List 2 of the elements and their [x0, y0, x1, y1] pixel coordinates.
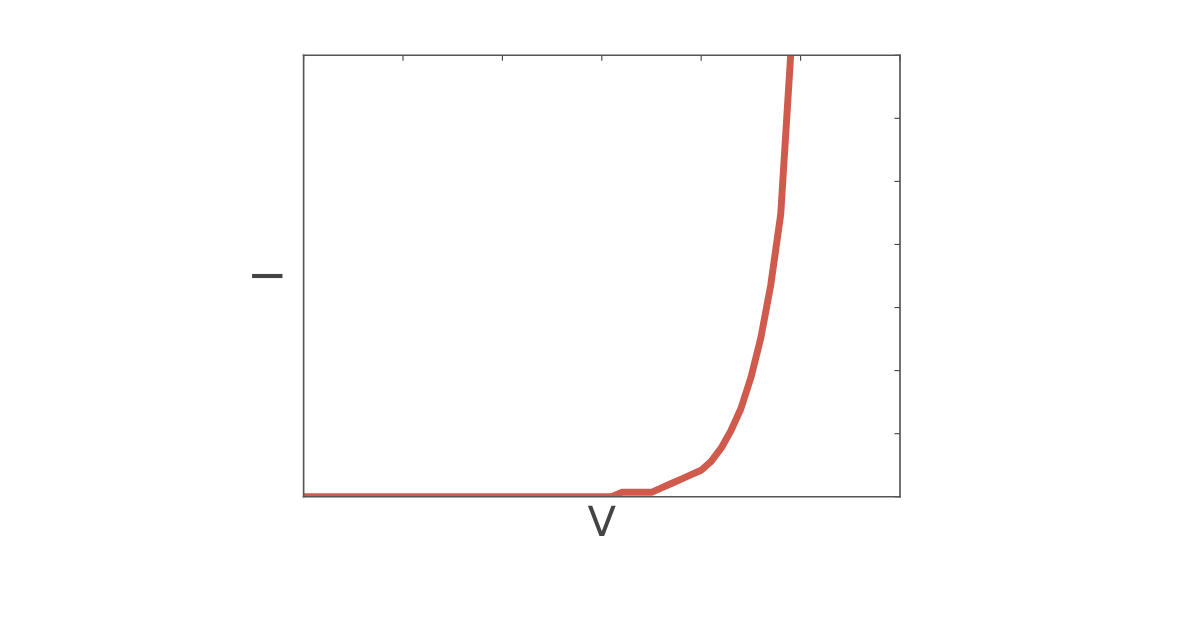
y-axis-title: I [252, 273, 283, 279]
x-axis-title: V [587, 505, 616, 537]
